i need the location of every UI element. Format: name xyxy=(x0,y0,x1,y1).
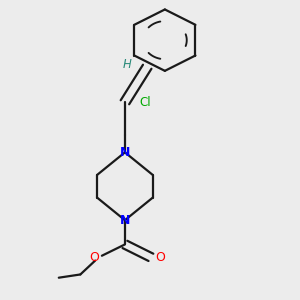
Text: Cl: Cl xyxy=(140,96,151,109)
Text: H: H xyxy=(122,58,131,71)
Text: N: N xyxy=(120,214,130,227)
Text: O: O xyxy=(156,251,166,264)
Text: O: O xyxy=(89,250,99,263)
Text: N: N xyxy=(120,146,130,159)
